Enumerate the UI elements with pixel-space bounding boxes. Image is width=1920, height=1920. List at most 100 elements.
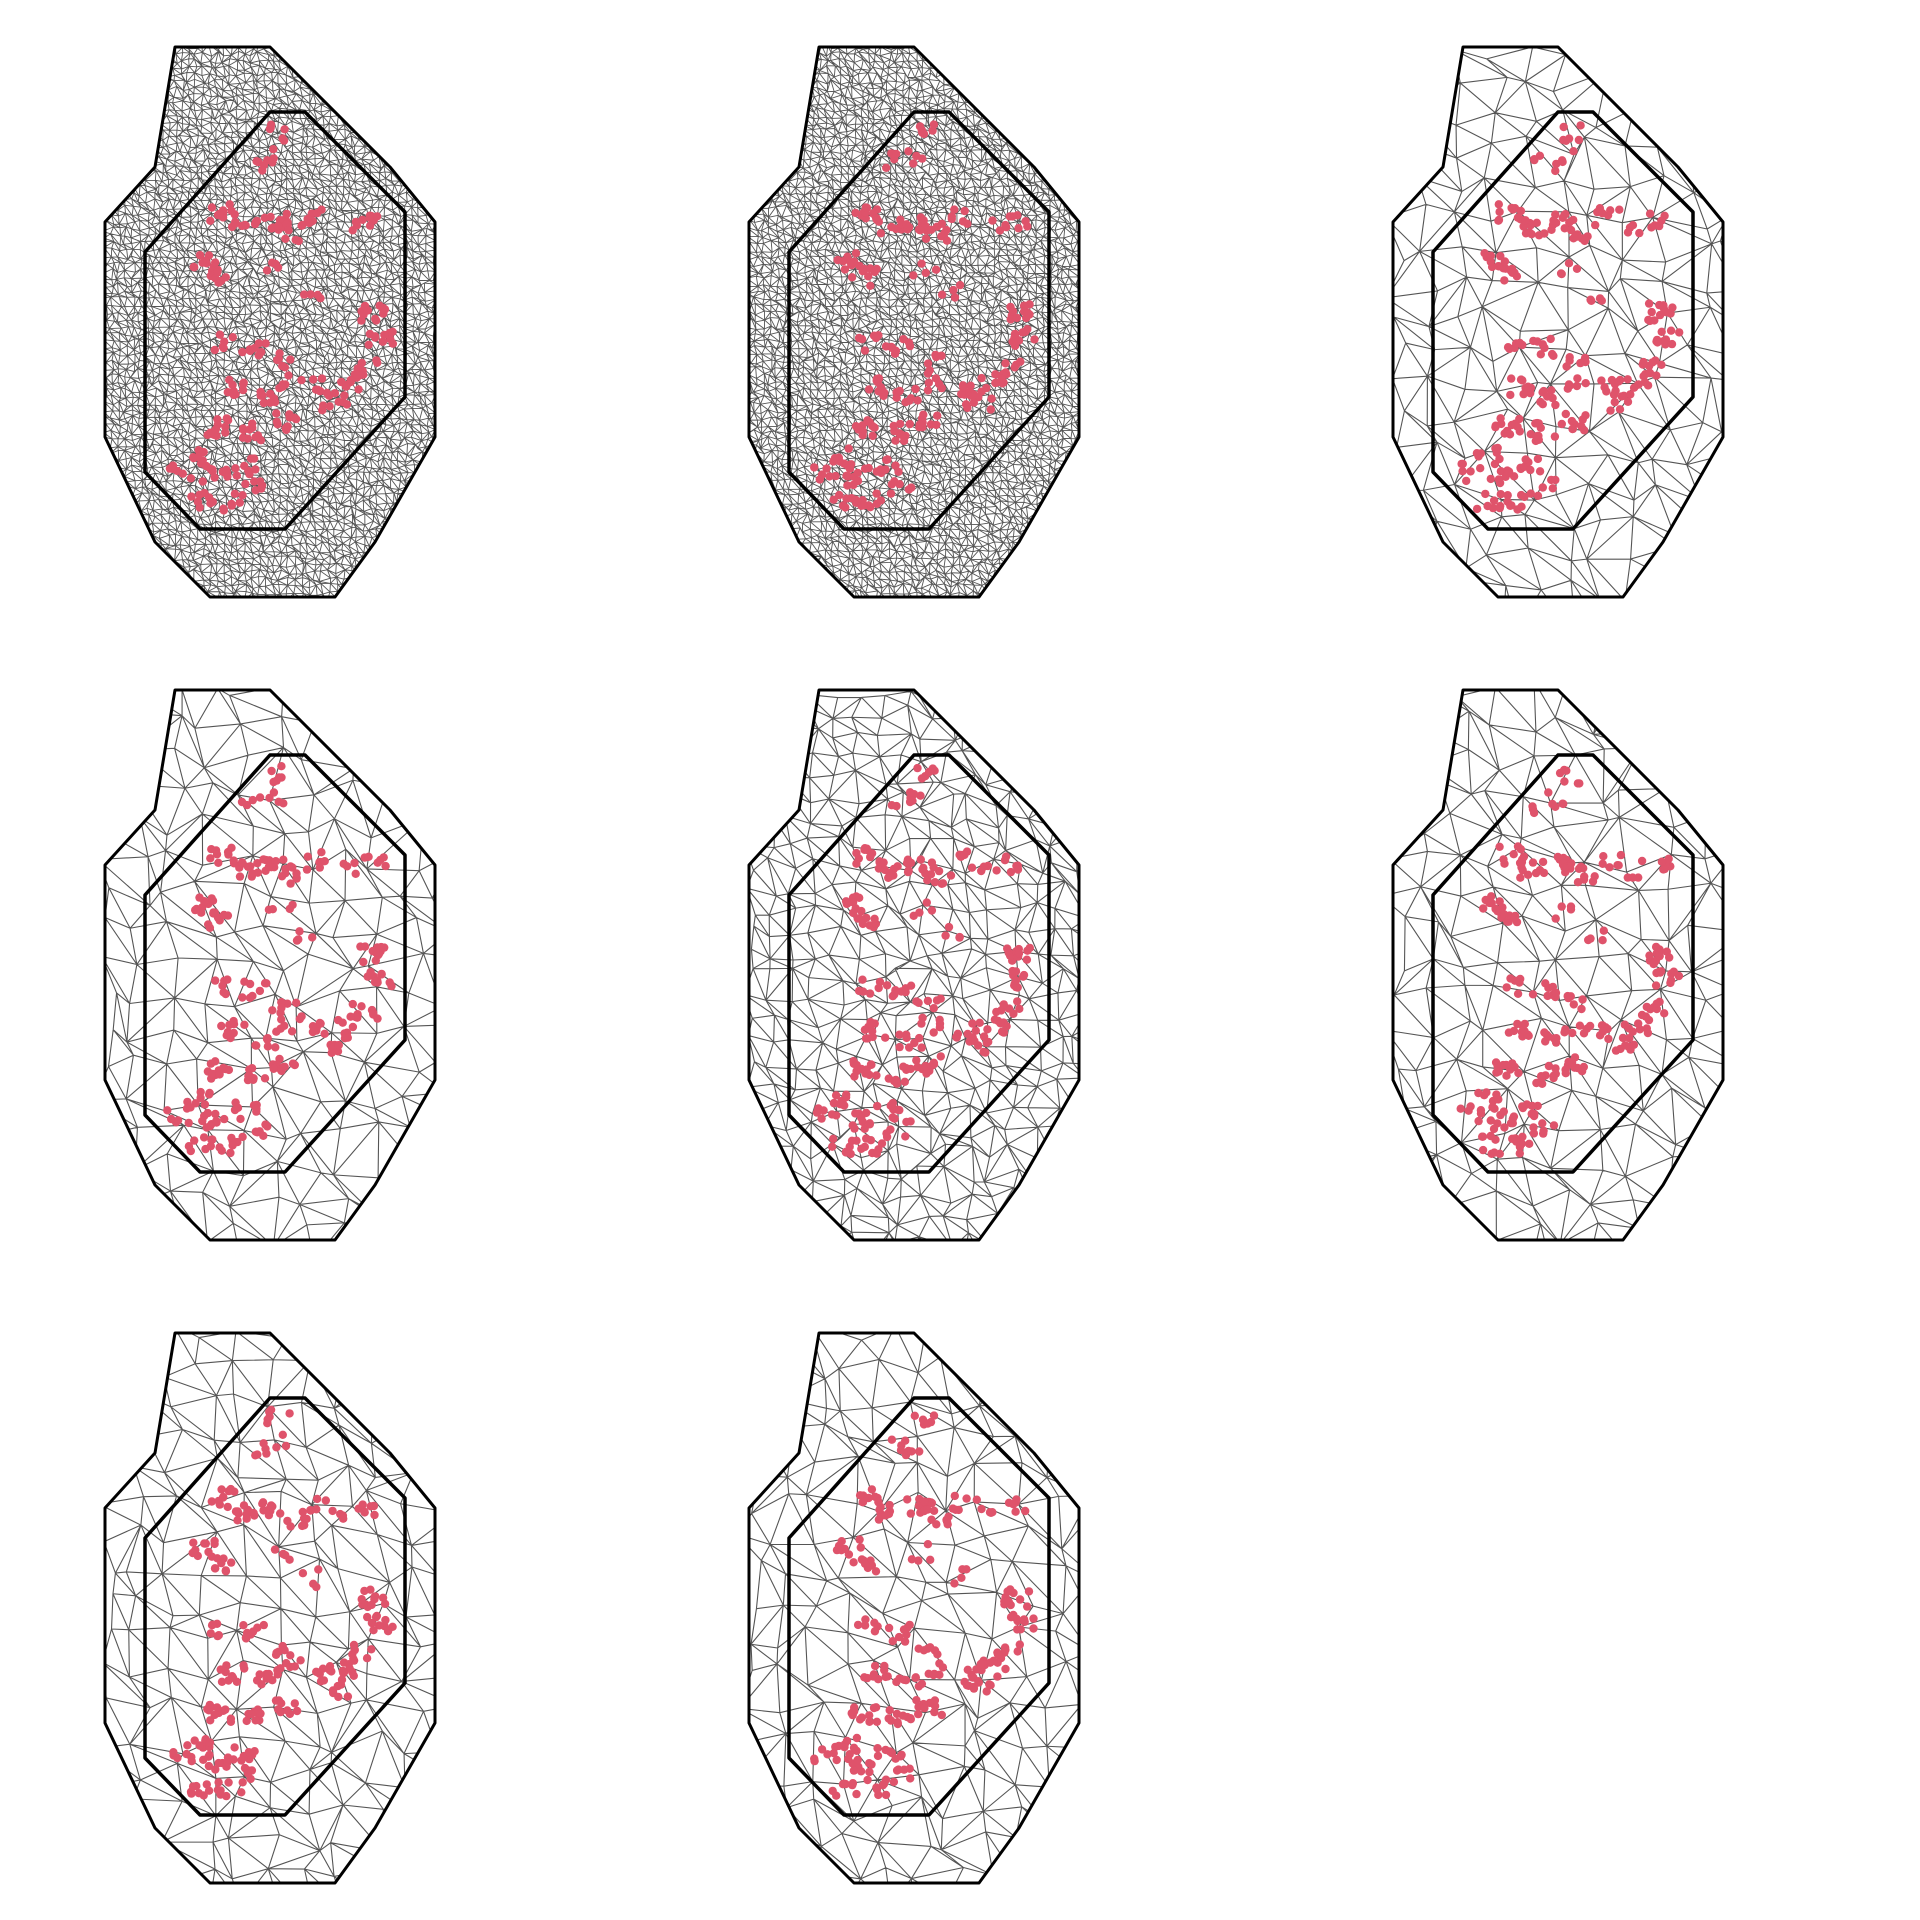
data-point [1548, 484, 1558, 493]
data-point [852, 1733, 862, 1743]
data-point [923, 1505, 932, 1514]
data-point [259, 398, 269, 408]
data-point [969, 398, 978, 407]
data-point [252, 1104, 261, 1114]
data-point [1006, 867, 1016, 877]
data-point [281, 234, 290, 243]
data-point [893, 1718, 902, 1727]
data-point [867, 1060, 876, 1070]
data-point [860, 464, 870, 473]
data-point [263, 1419, 272, 1428]
data-point [1529, 1129, 1539, 1138]
data-point [1578, 995, 1587, 1004]
data-point [1579, 875, 1589, 884]
data-point [342, 400, 352, 409]
data-point [207, 1135, 216, 1144]
data-point [200, 1100, 210, 1109]
data-point [325, 402, 334, 411]
data-point [380, 1599, 390, 1609]
data-point [239, 1621, 248, 1630]
data-point [1565, 356, 1574, 365]
data-point [278, 1430, 287, 1440]
data-point [244, 1071, 253, 1081]
data-point [1659, 301, 1668, 310]
data-point [909, 159, 918, 168]
data-point [866, 1136, 876, 1145]
data-point [1598, 859, 1607, 868]
data-point [997, 374, 1006, 384]
data-point [856, 1543, 865, 1552]
data-point [303, 852, 312, 861]
data-point [1489, 496, 1499, 505]
data-point [890, 990, 899, 999]
data-point [290, 1662, 300, 1671]
data-point [1515, 978, 1524, 987]
data-point [1011, 1507, 1020, 1516]
data-point [303, 214, 312, 224]
data-point [215, 1070, 224, 1079]
data-point [374, 1621, 384, 1630]
data-point [231, 464, 240, 473]
data-point [357, 316, 366, 325]
data-point [209, 908, 218, 917]
data-point [271, 857, 280, 866]
data-point [912, 1696, 921, 1705]
data-point [876, 229, 886, 238]
data-point [847, 1136, 857, 1146]
data-point [1483, 501, 1492, 511]
data-point [1581, 379, 1590, 388]
data-point [977, 866, 986, 876]
data-point [208, 465, 217, 474]
data-point [195, 503, 204, 512]
data-point [217, 1021, 226, 1031]
data-point [230, 489, 240, 498]
data-point [860, 346, 870, 355]
data-point [865, 1711, 874, 1720]
data-point [1613, 861, 1622, 870]
data-point [1629, 383, 1639, 392]
inner-boundary [1431, 110, 1695, 531]
data-point [1626, 1045, 1635, 1054]
data-point [856, 1767, 866, 1776]
data-point [1537, 1073, 1546, 1083]
outer-boundary [1391, 688, 1725, 1242]
data-point [885, 1706, 894, 1715]
data-point [1503, 491, 1512, 500]
data-point [829, 1098, 839, 1108]
data-point [1492, 1068, 1501, 1077]
data-point [1022, 1602, 1032, 1611]
data-point [255, 986, 265, 996]
data-point [322, 388, 332, 398]
data-point [1513, 505, 1522, 514]
data-point [917, 1043, 926, 1052]
data-point [831, 1091, 841, 1100]
data-point [1526, 465, 1535, 475]
data-point [205, 923, 215, 932]
data-point [201, 1539, 210, 1548]
data-point [1560, 211, 1569, 220]
data-point [841, 1147, 851, 1157]
data-point [1003, 944, 1012, 953]
data-point [843, 899, 852, 908]
data-point [1577, 1004, 1586, 1014]
data-point [348, 1022, 358, 1032]
data-point [281, 1441, 291, 1451]
data-point [892, 801, 901, 811]
data-point [852, 1789, 861, 1799]
data-point [810, 1754, 819, 1763]
data-point [1506, 501, 1515, 510]
data-point [203, 1108, 212, 1118]
data-point [950, 1579, 959, 1588]
data-point [313, 290, 322, 300]
data-point [1516, 873, 1525, 882]
data-point [881, 1672, 890, 1682]
data-point [360, 1586, 369, 1596]
data-point [906, 1715, 915, 1724]
data-point [280, 1646, 289, 1655]
data-point [968, 391, 977, 401]
data-point [204, 1786, 214, 1795]
data-point [369, 1010, 378, 1019]
data-point [1660, 1009, 1669, 1018]
data-point [819, 1106, 828, 1115]
